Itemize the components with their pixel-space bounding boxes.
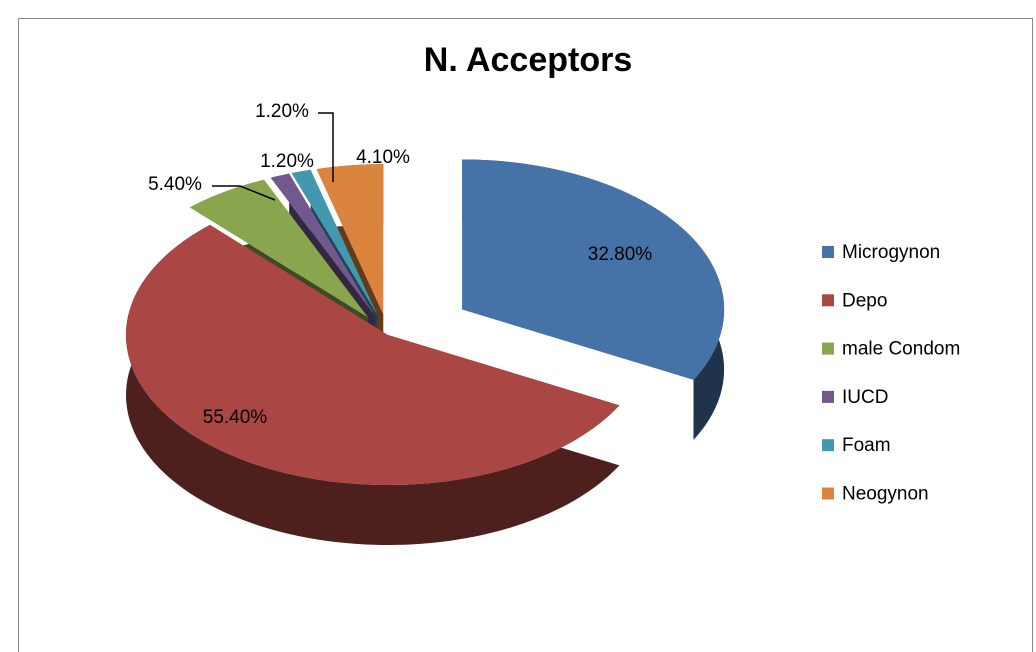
leader-line bbox=[318, 112, 334, 182]
data-labels: 32.80% 55.40% 5.40% 1.20% 1.20% 4.10% bbox=[148, 101, 652, 428]
slice-tops bbox=[126, 159, 725, 485]
slice bbox=[126, 224, 620, 485]
legend-swatch bbox=[822, 246, 834, 258]
legend-label: male Condom bbox=[842, 339, 960, 360]
legend-swatch bbox=[822, 294, 834, 307]
data-label: 1.20% bbox=[255, 101, 309, 122]
legend-label: Microgynon bbox=[842, 242, 940, 263]
legend-label: Neogynon bbox=[842, 484, 929, 505]
data-label: 5.40% bbox=[148, 174, 202, 195]
legend-label: Foam bbox=[842, 435, 891, 456]
legend-swatch bbox=[822, 439, 834, 452]
legend-label: IUCD bbox=[842, 387, 888, 408]
slice-side bbox=[126, 224, 620, 545]
data-label: 32.80% bbox=[588, 244, 653, 265]
legend: Microgynon Depo male Condom IUCD Foam Neogyno… bbox=[822, 242, 960, 505]
legend-swatch bbox=[822, 390, 834, 403]
slice bbox=[316, 164, 384, 315]
slice bbox=[270, 173, 375, 316]
slice bbox=[291, 169, 378, 315]
data-label: 4.10% bbox=[356, 147, 410, 168]
legend-label: Depo bbox=[842, 290, 887, 311]
slice bbox=[462, 159, 725, 380]
legend-swatch bbox=[822, 487, 834, 500]
chart-title: N. Acceptors bbox=[424, 41, 632, 79]
slice bbox=[189, 179, 368, 318]
legend-swatch bbox=[822, 342, 834, 355]
leader-line bbox=[212, 185, 276, 201]
data-label: 55.40% bbox=[203, 407, 268, 428]
data-label: 1.20% bbox=[260, 151, 314, 172]
